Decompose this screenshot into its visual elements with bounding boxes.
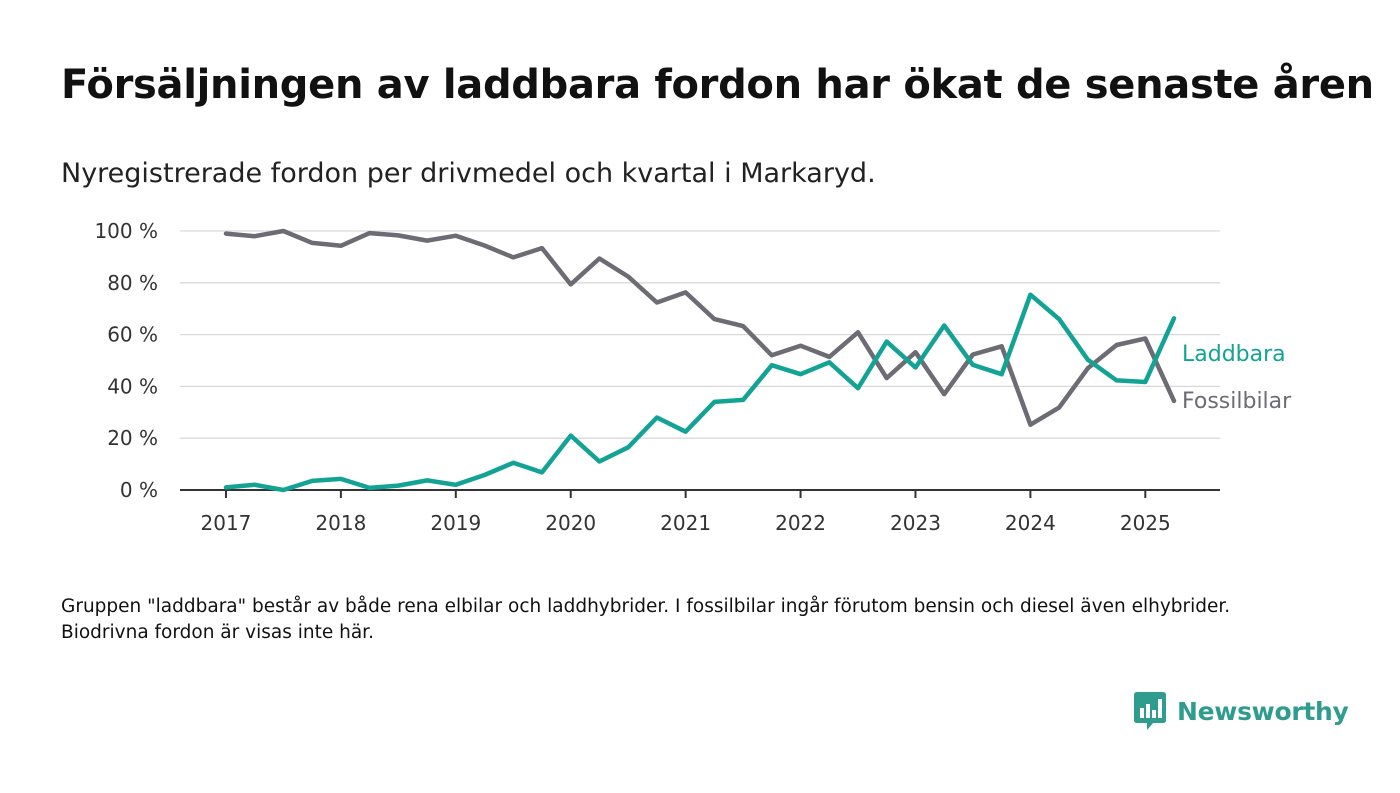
series-lines <box>223 228 1177 493</box>
y-tick-label: 20 % <box>107 426 158 450</box>
chart-title: Försäljningen av laddbara fordon har öka… <box>61 62 1374 108</box>
series-label-laddbara: Laddbara <box>1182 342 1286 367</box>
x-tick-label: 2024 <box>1005 511 1056 535</box>
gridlines <box>180 230 1220 439</box>
y-tick-label: 60 % <box>107 323 158 347</box>
x-tick-label: 2020 <box>545 511 596 535</box>
x-tick-label: 2019 <box>430 511 481 535</box>
series-labels: Laddbara Fossilbilar <box>1182 342 1292 414</box>
series-line-fossilbilar <box>223 228 1177 427</box>
y-axis: 0 % 20 % 40 % 60 % 80 % 100 % <box>94 219 158 502</box>
y-tick-label: 80 % <box>107 271 158 295</box>
y-tick-label: 0 % <box>120 478 158 502</box>
y-tick-label: 40 % <box>107 374 158 398</box>
chart-subtitle: Nyregistrerade fordon per drivmedel och … <box>61 158 876 189</box>
x-tick-label: 2022 <box>775 511 826 535</box>
line-chart: 0 % 20 % 40 % 60 % 80 % 100 % 2017 2018 2019 202… <box>94 219 1292 535</box>
newsworthy-logo-icon <box>1134 692 1166 730</box>
x-tick-label: 2025 <box>1120 511 1171 535</box>
footnote: Gruppen "laddbara" består av både rena e… <box>61 596 1231 643</box>
x-tick-label: 2023 <box>890 511 941 535</box>
x-tick-label: 2021 <box>660 511 711 535</box>
brand-name: Newsworthy <box>1177 696 1349 726</box>
x-tick-label: 2017 <box>201 511 252 535</box>
series-line-laddbara <box>223 292 1177 493</box>
y-tick-label: 100 % <box>94 219 158 243</box>
x-tick-label: 2018 <box>315 511 366 535</box>
brand-logo[interactable]: Newsworthy <box>1133 690 1349 732</box>
x-axis: 2017 2018 2019 2020 2021 2022 2023 2024 2025 <box>180 489 1220 535</box>
series-label-fossilbilar: Fossilbilar <box>1182 389 1292 414</box>
